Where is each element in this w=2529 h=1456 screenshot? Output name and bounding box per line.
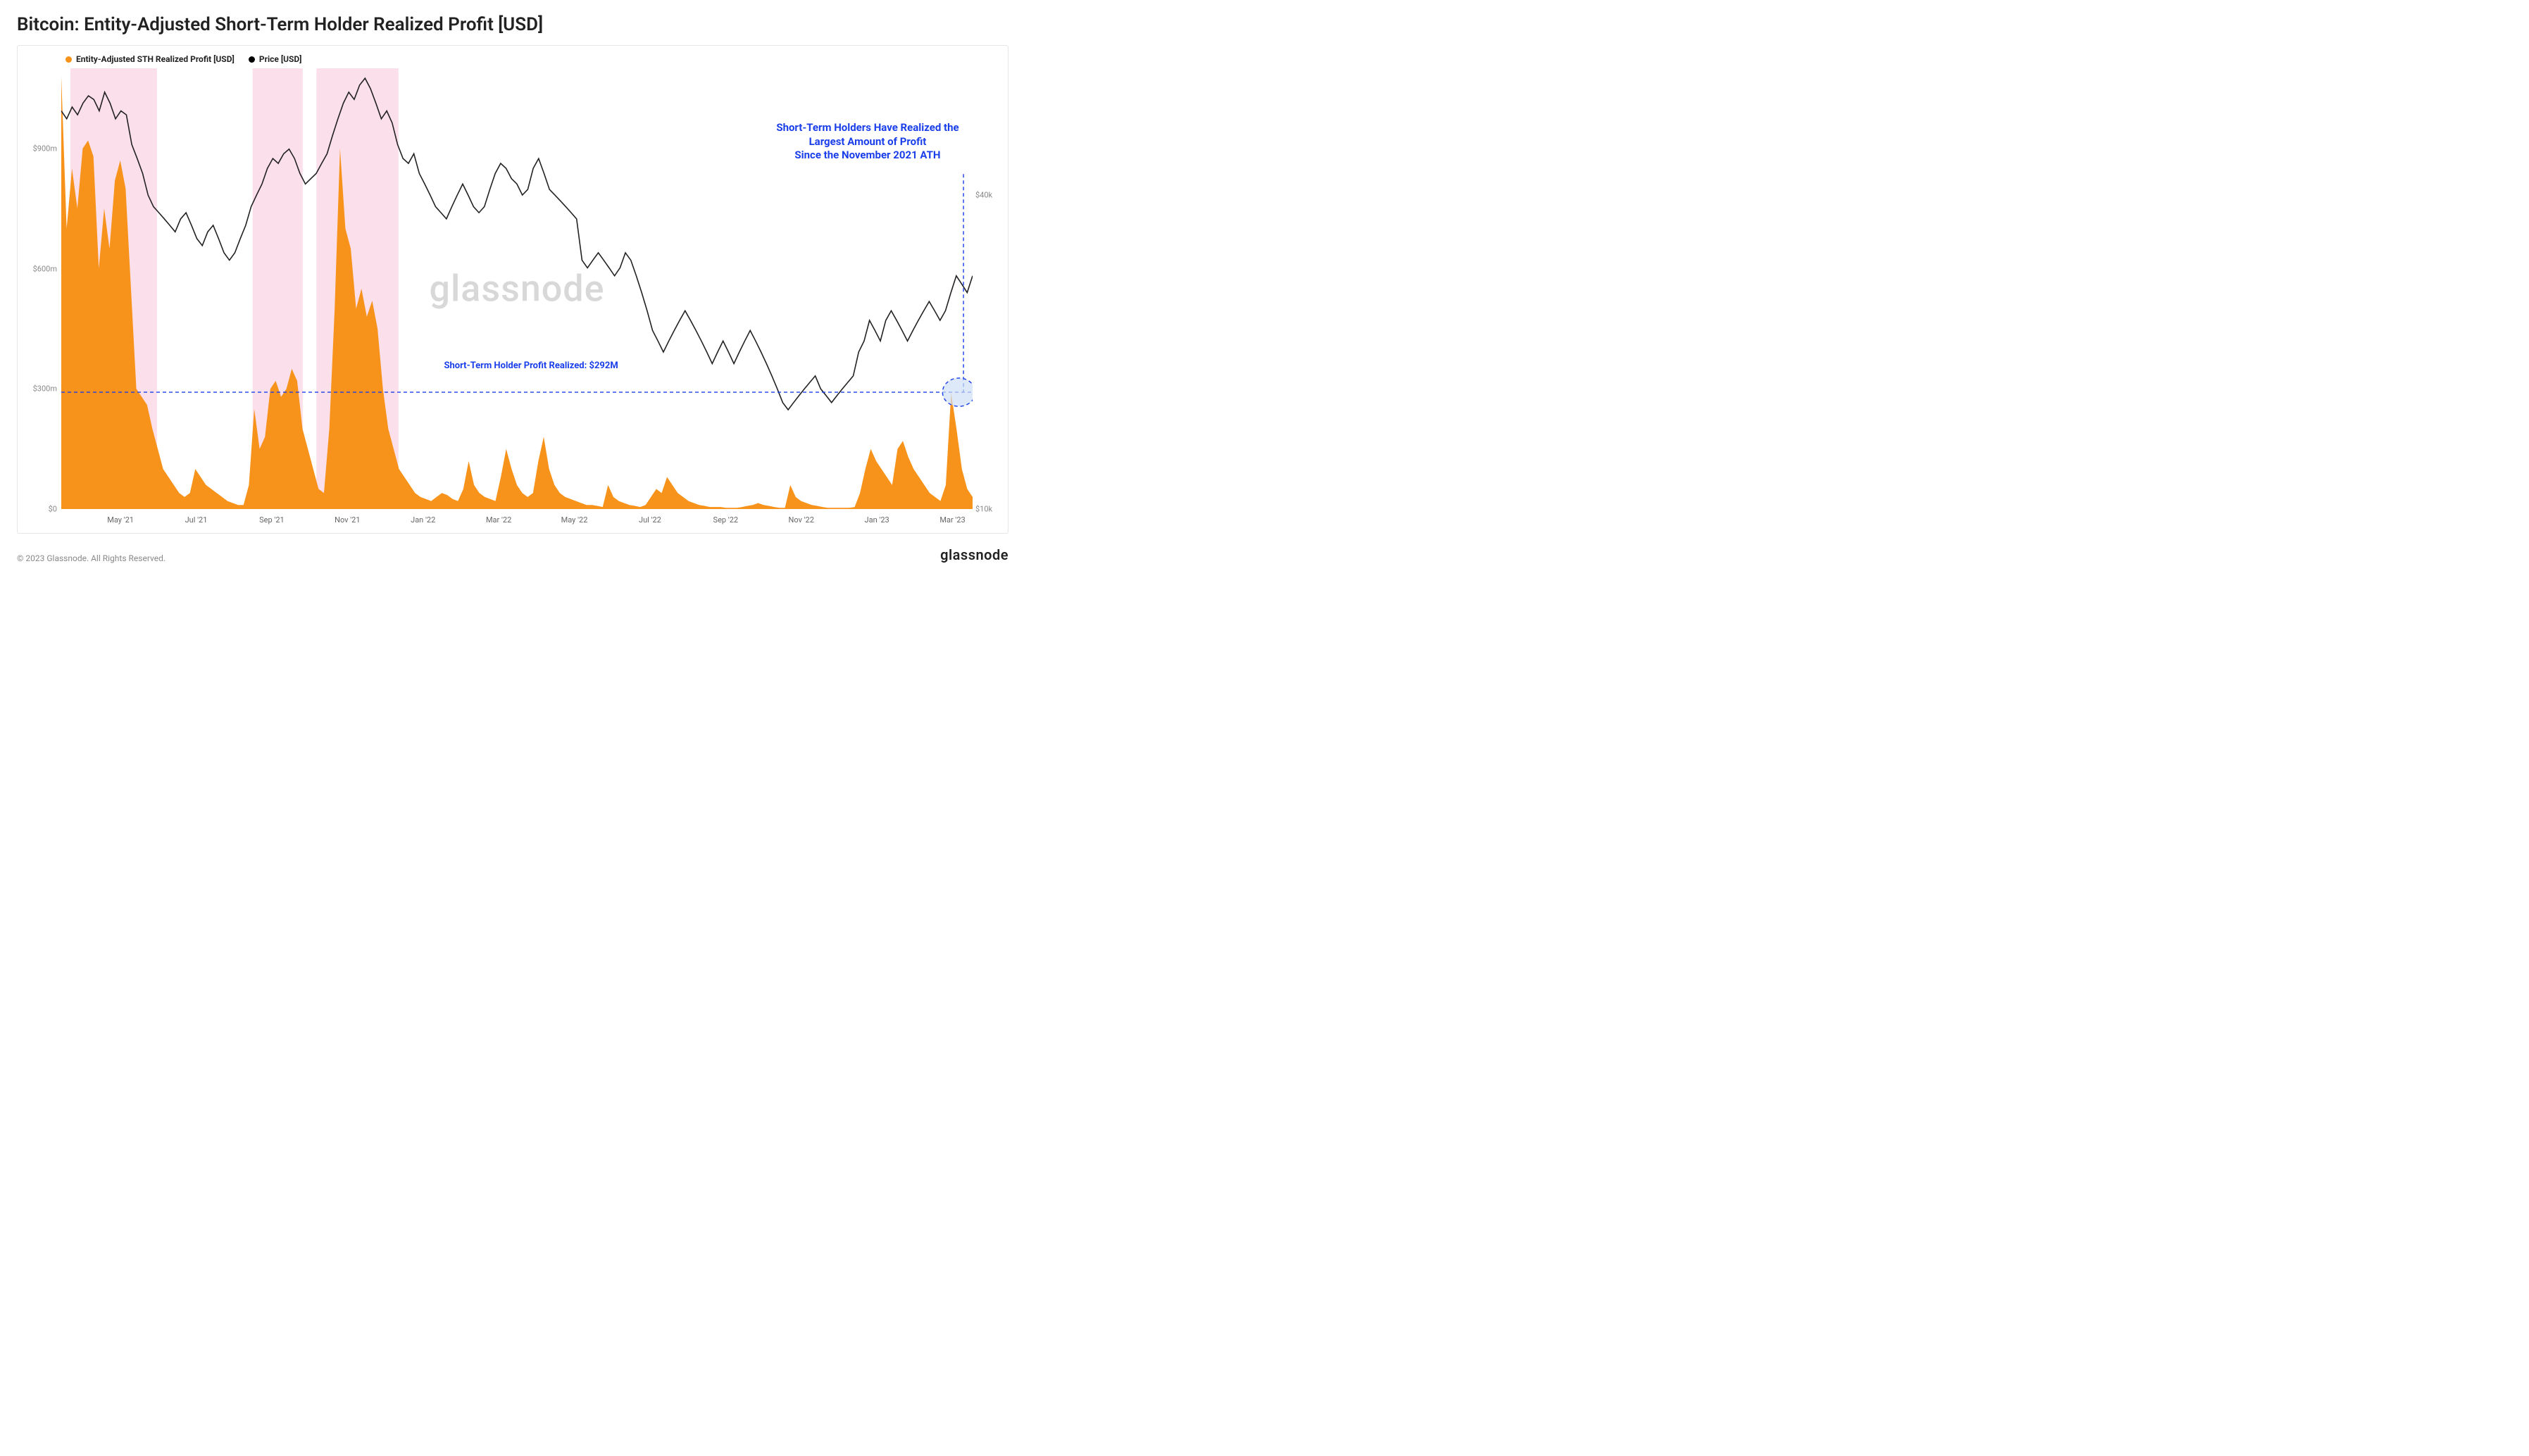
chart-frame: Entity-Adjusted STH Realized Profit [USD… xyxy=(17,45,1009,534)
copyright: © 2023 Glassnode. All Rights Reserved. xyxy=(17,553,166,563)
x-tick: Jan '23 xyxy=(865,515,889,525)
x-tick: May '22 xyxy=(561,515,588,525)
legend-label-price: Price [USD] xyxy=(259,54,302,64)
legend: Entity-Adjusted STH Realized Profit [USD… xyxy=(65,54,973,64)
y-right-tick: $40k xyxy=(975,191,1005,200)
legend-dot-price xyxy=(249,56,255,63)
footer: © 2023 Glassnode. All Rights Reserved. g… xyxy=(17,546,1009,563)
y-left-tick: $900m xyxy=(22,144,57,153)
y-left-tick: $600m xyxy=(22,264,57,273)
chart-svg xyxy=(61,68,973,509)
x-tick: Nov '22 xyxy=(789,515,814,525)
x-tick: May '21 xyxy=(107,515,134,525)
y-right-tick: $10k xyxy=(975,505,1005,514)
x-tick: Jan '22 xyxy=(411,515,435,525)
x-tick: Nov '21 xyxy=(335,515,360,525)
legend-item-price: Price [USD] xyxy=(249,54,302,64)
x-tick: Mar '22 xyxy=(486,515,511,525)
x-tick: Jul '21 xyxy=(185,515,208,525)
x-tick: Sep '22 xyxy=(713,515,739,525)
legend-dot-profit xyxy=(65,56,72,63)
x-tick: Jul '22 xyxy=(639,515,661,525)
legend-item-profit: Entity-Adjusted STH Realized Profit [USD… xyxy=(65,54,235,64)
y-left-tick: $0 xyxy=(22,505,57,514)
legend-label-profit: Entity-Adjusted STH Realized Profit [USD… xyxy=(76,54,235,64)
x-tick: Mar '23 xyxy=(939,515,965,525)
plot-area: glassnode $0$300m$600m$900m $10k$40k May… xyxy=(61,68,973,509)
brand-logo: glassnode xyxy=(940,546,1009,563)
page-title: Bitcoin: Entity-Adjusted Short-Term Hold… xyxy=(17,14,1009,35)
x-tick: Sep '21 xyxy=(259,515,285,525)
y-left-tick: $300m xyxy=(22,384,57,394)
